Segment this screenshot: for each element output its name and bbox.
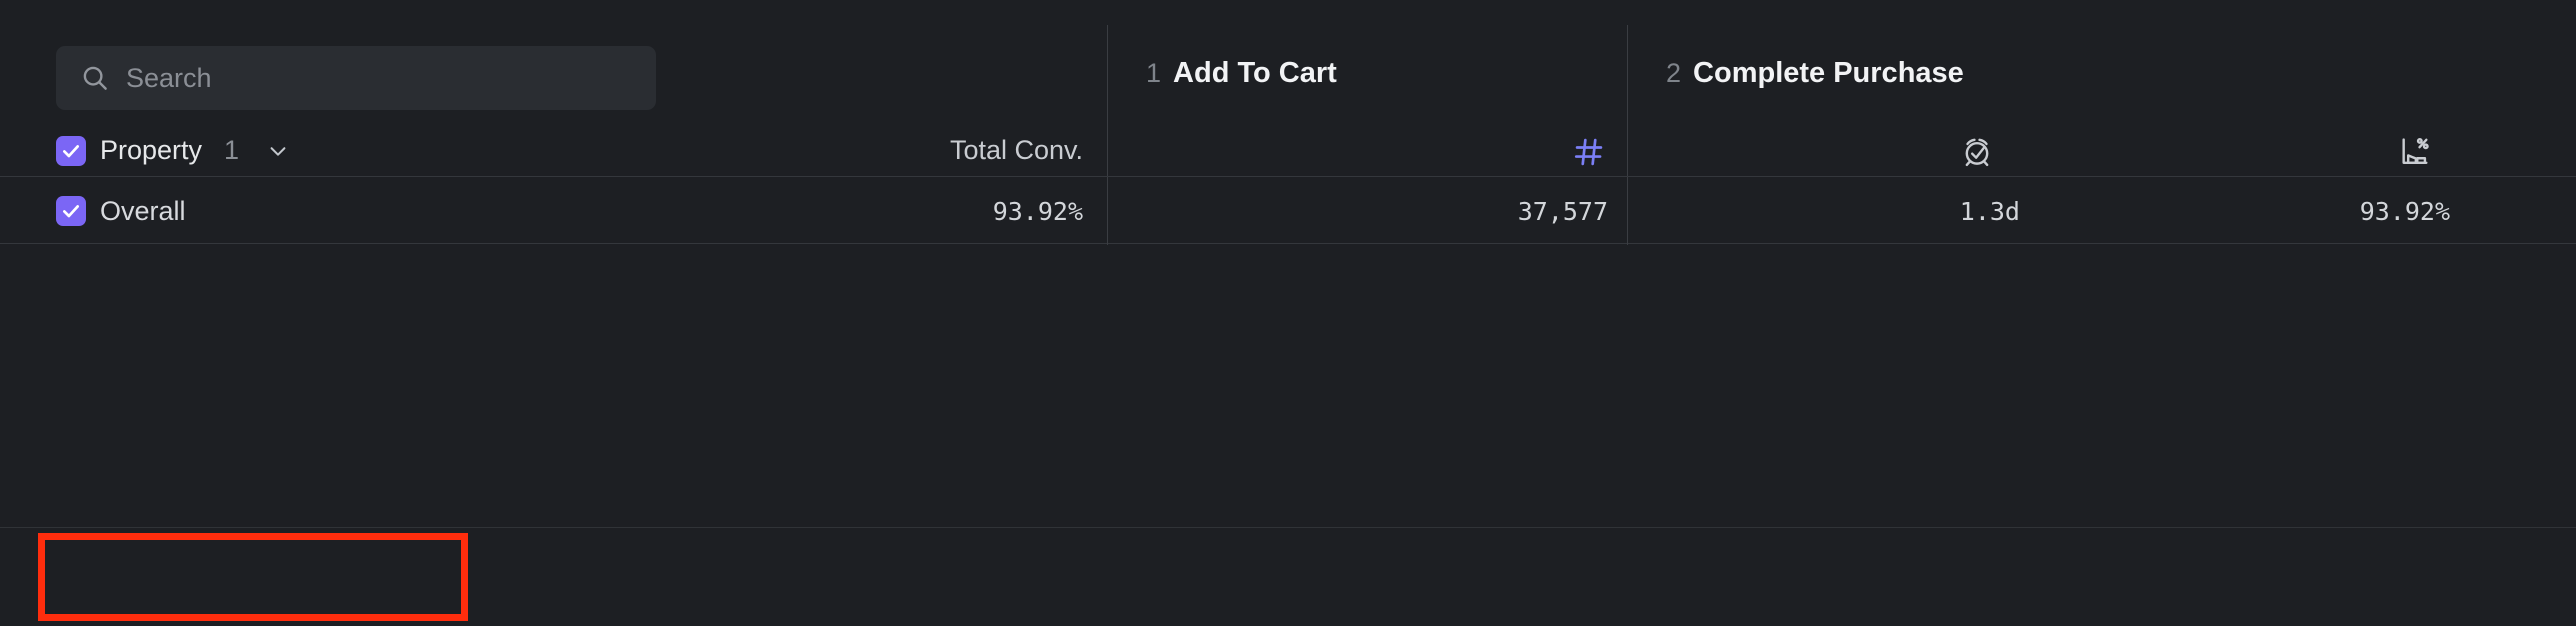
funnel-step-1-header[interactable]: 1 Add To Cart: [1146, 43, 1337, 103]
hash-icon[interactable]: [1572, 135, 1606, 169]
funnel-step-1-number: 1: [1146, 57, 1162, 88]
table-header-row: 1 Add To Cart 2 Complete Purchase Proper…: [0, 25, 2576, 176]
funnel-step-1-name: Add To Cart: [1173, 56, 1337, 89]
row-checkbox[interactable]: [56, 196, 86, 226]
cell-total-conv: 93.92%: [992, 196, 1083, 226]
funnel-step-2-header[interactable]: 2 Complete Purchase: [1666, 43, 1964, 103]
search-field[interactable]: [56, 46, 656, 110]
total-conv-header[interactable]: Total Conv.: [949, 135, 1083, 165]
row-label-text: Overall: [100, 195, 186, 226]
cell-step2-time: 1.3d: [1959, 196, 2020, 226]
row-label-overall[interactable]: Overall: [56, 177, 186, 245]
funnel-table: 1 Add To Cart 2 Complete Purchase Proper…: [0, 25, 2576, 245]
property-header-label: Property: [100, 135, 203, 165]
footer-divider: [0, 527, 2576, 528]
row-divider-1: [1107, 177, 1108, 245]
footer-bar: Find Interesting Segments Receive an ema…: [0, 528, 2576, 626]
funnel-step-2-name: Complete Purchase: [1693, 56, 1964, 89]
column-divider-2: [1627, 25, 1628, 176]
cell-step1-count: 37,577: [1517, 196, 1608, 226]
annotation-highlight-box: [38, 533, 468, 621]
row-divider-2: [1627, 177, 1628, 245]
chevron-down-icon[interactable]: [267, 140, 289, 162]
property-checkbox[interactable]: [56, 135, 86, 166]
property-header[interactable]: Property 1: [56, 125, 289, 176]
funnel-step-2-number: 2: [1666, 57, 1682, 88]
property-header-count: 1: [224, 135, 240, 165]
table-row[interactable]: Overall 93.92% 37,577 1.3d 93.92%: [0, 176, 2576, 245]
cell-step2-rate: 93.92%: [2359, 196, 2450, 226]
search-input[interactable]: [126, 62, 632, 94]
search-icon: [80, 63, 110, 93]
clock-check-icon[interactable]: [1960, 135, 1994, 169]
funnel-percent-icon[interactable]: [2398, 135, 2432, 169]
column-divider-1: [1107, 25, 1108, 176]
